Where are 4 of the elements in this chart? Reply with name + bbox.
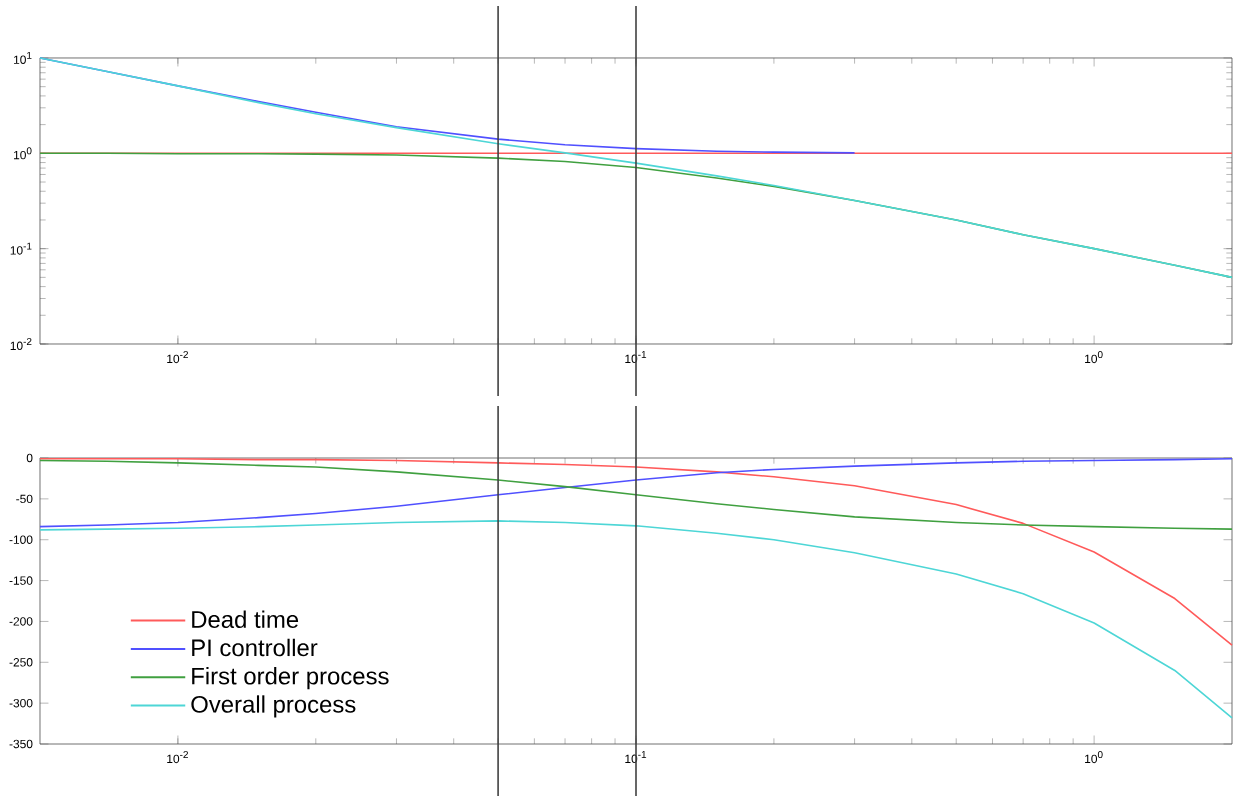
legend-label: First order process (192, 667, 389, 690)
legend-label: Dead time (192, 610, 299, 628)
legend-label: Overall process (191, 695, 356, 718)
legend-label: PI controller (192, 638, 318, 657)
